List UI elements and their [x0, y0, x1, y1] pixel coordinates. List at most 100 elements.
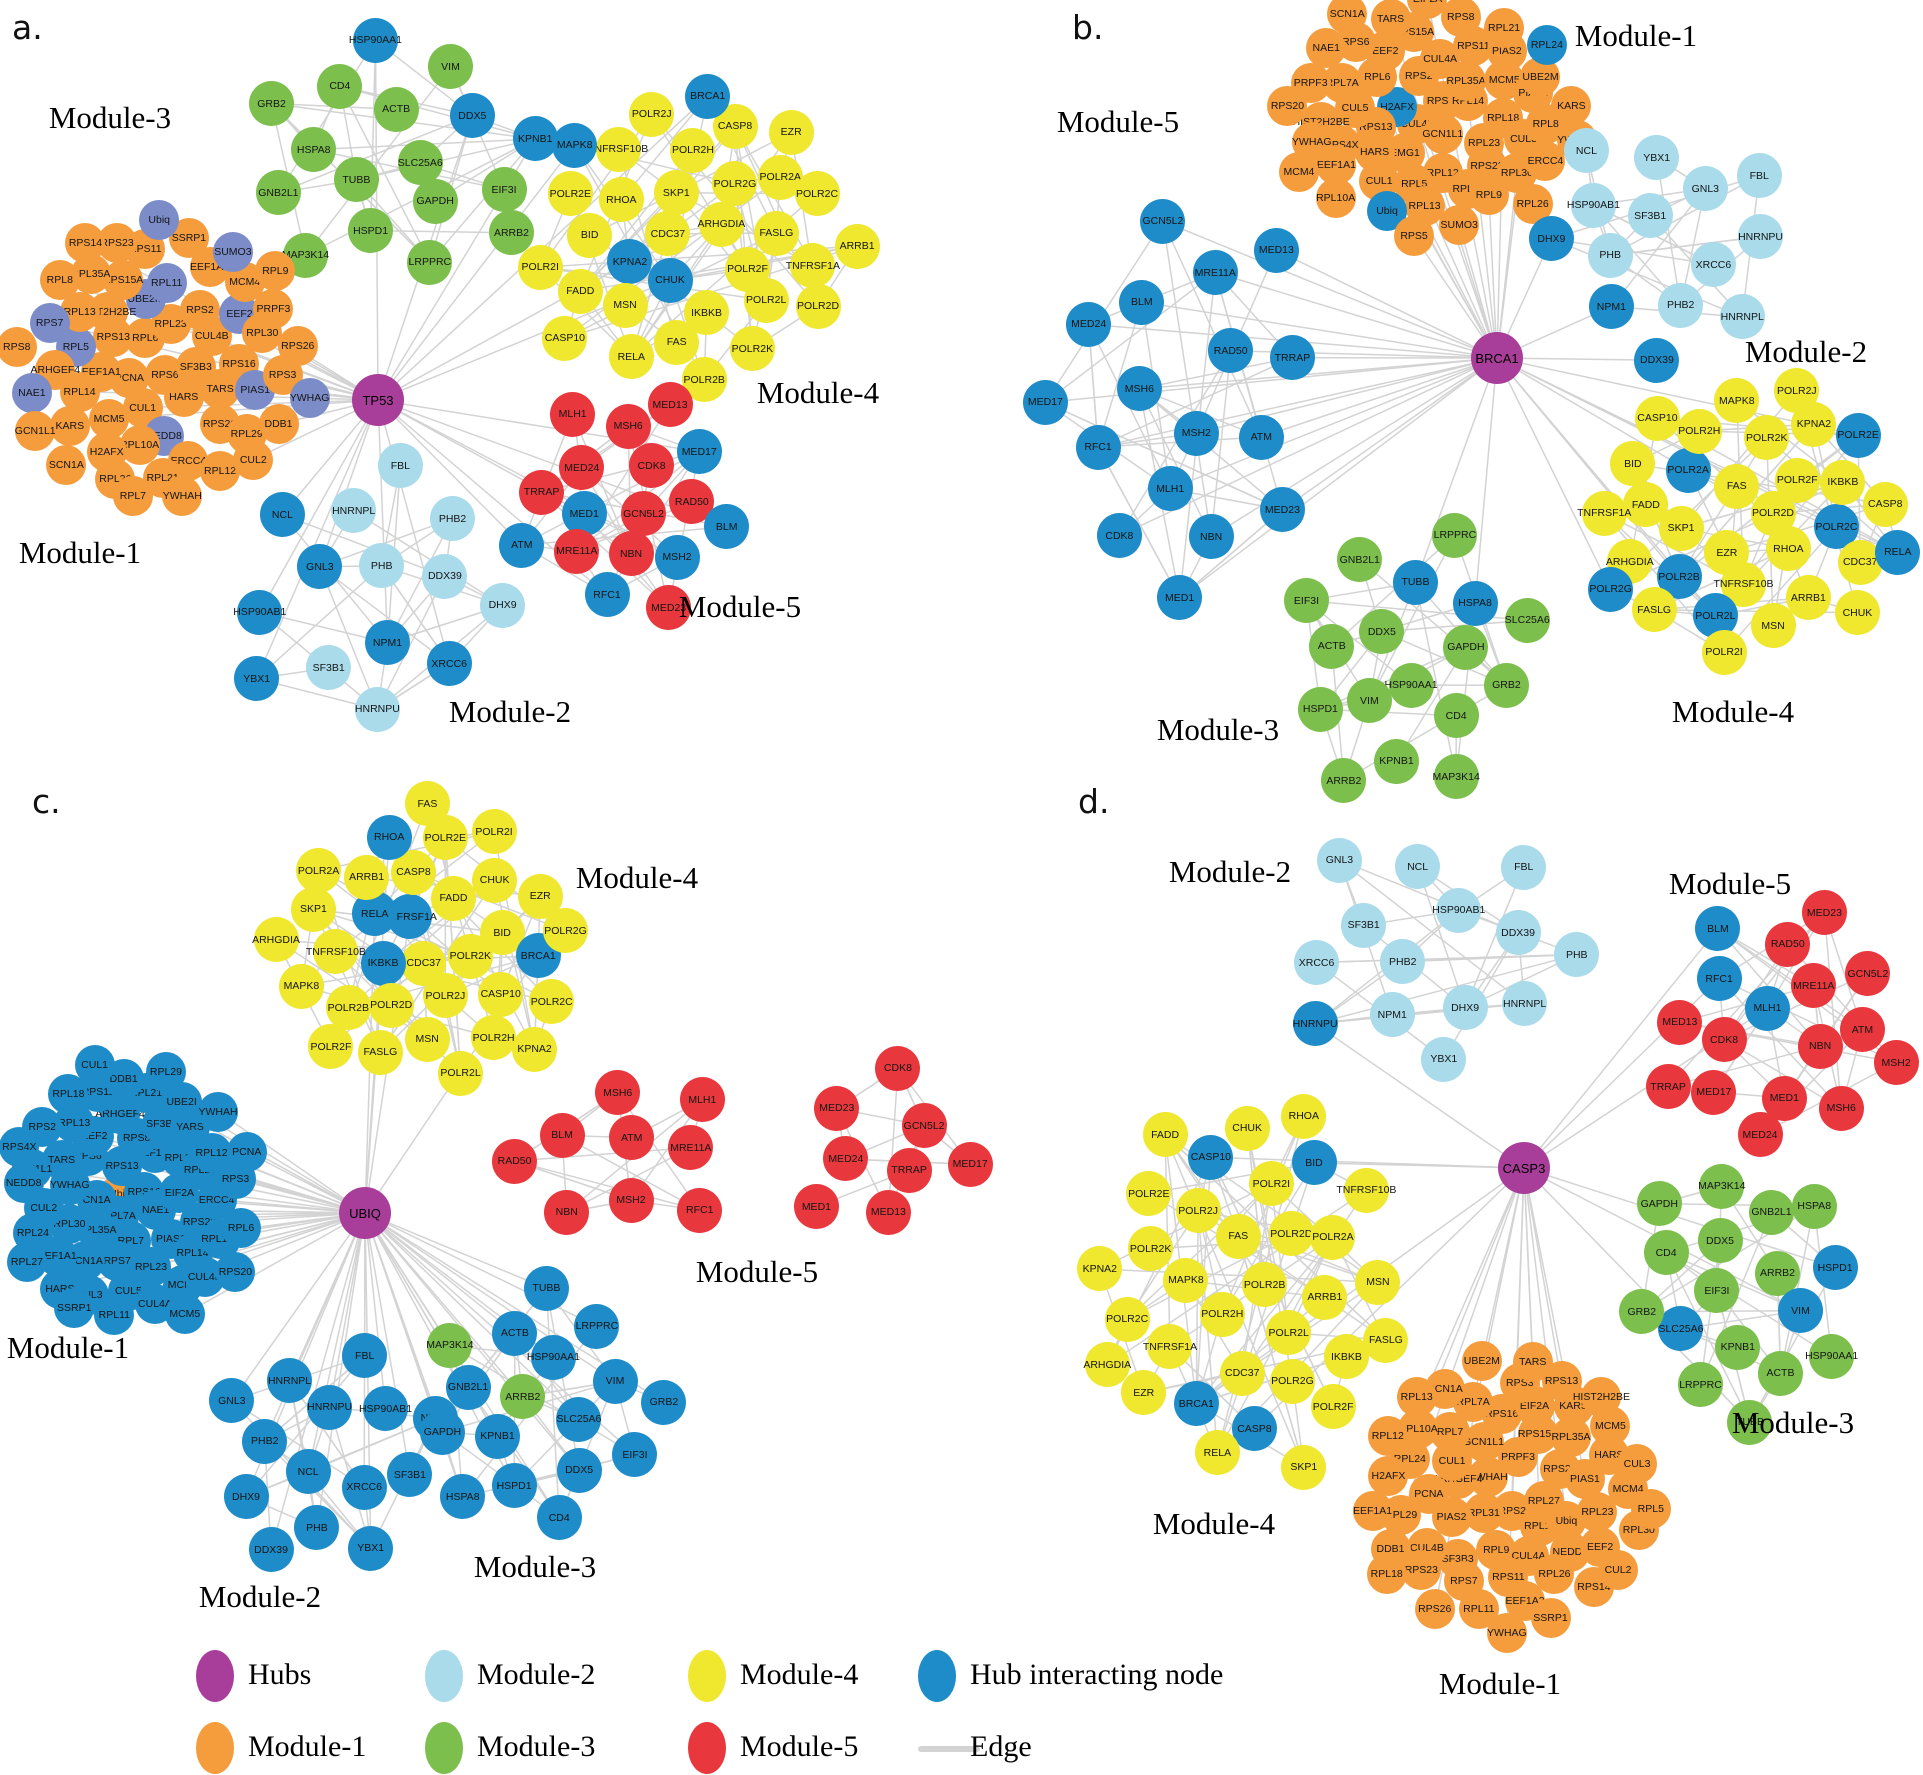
node-MAPK8[interactable]: MAPK8 — [278, 963, 324, 1009]
node-NPM1[interactable]: NPM1 — [1369, 992, 1415, 1038]
node-RELA[interactable]: RELA — [1194, 1430, 1240, 1476]
node-RHOA[interactable]: RHOA — [366, 814, 412, 860]
node-MSN[interactable]: MSN — [1750, 603, 1796, 649]
node-DDX39[interactable]: DDX39 — [248, 1527, 294, 1573]
node-DDX39[interactable]: DDX39 — [422, 553, 468, 599]
node-RPL7[interactable]: RPL7 — [112, 475, 153, 516]
node-POLR2K[interactable]: POLR2K — [729, 326, 775, 372]
node-MED13[interactable]: MED13 — [1253, 227, 1299, 273]
node-GAPDH[interactable]: GAPDH — [1443, 624, 1489, 670]
node-SKP1[interactable]: SKP1 — [290, 886, 336, 932]
node-POLR2J[interactable]: POLR2J — [422, 973, 468, 1019]
node-HNRNPL[interactable]: HNRNPL — [1719, 294, 1765, 340]
node-RPL24[interactable]: RPL24 — [1526, 25, 1567, 65]
node-KARS[interactable]: KARS — [49, 406, 90, 446]
node-RPS5[interactable]: RPS5 — [1394, 216, 1435, 257]
node-EIF3I[interactable]: EIF3I — [481, 167, 527, 213]
node-PHB[interactable]: PHB — [1587, 232, 1633, 278]
node-MED24[interactable]: MED24 — [1737, 1112, 1783, 1158]
node-YBX1[interactable]: YBX1 — [348, 1525, 394, 1571]
node-DDX39[interactable]: DDX39 — [1495, 910, 1541, 956]
node-HARS[interactable]: HARS — [163, 376, 204, 417]
node-CASP10[interactable]: CASP10 — [1188, 1134, 1234, 1180]
node-DDX39[interactable]: DDX39 — [1634, 337, 1680, 383]
node-ARHGDIA[interactable]: ARHGDIA — [1083, 1342, 1131, 1388]
node-MED17[interactable]: MED17 — [1691, 1069, 1737, 1115]
node-MCM4[interactable]: MCM4 — [1278, 151, 1319, 192]
node-MED17[interactable]: MED17 — [1022, 379, 1068, 425]
node-SKP1[interactable]: SKP1 — [653, 170, 699, 216]
node-RPL18[interactable]: RPL18 — [1366, 1554, 1407, 1595]
node-HSP90AA1[interactable]: HSP90AA1 — [527, 1334, 580, 1380]
node-KPNB1[interactable]: KPNB1 — [475, 1413, 521, 1459]
node-NBN[interactable]: NBN — [608, 531, 654, 577]
node-TNFRSF1A[interactable]: TNFRSF1A — [1577, 490, 1631, 536]
node-POLR2F[interactable]: POLR2F — [1774, 457, 1820, 503]
node-KPNB1[interactable]: KPNB1 — [1715, 1324, 1761, 1370]
node-ARHGDIA[interactable]: ARHGDIA — [252, 917, 300, 963]
node-PHB[interactable]: PHB — [1554, 932, 1600, 978]
node-MSH2[interactable]: MSH2 — [1173, 410, 1219, 456]
node-XRCC6[interactable]: XRCC6 — [426, 641, 472, 687]
node-POLR2J[interactable]: POLR2J — [1175, 1188, 1221, 1234]
node-TRRAP[interactable]: TRRAP — [1269, 335, 1315, 381]
node-MED17[interactable]: MED17 — [676, 429, 722, 475]
node-SSRP1[interactable]: SSRP1 — [1530, 1597, 1571, 1638]
node-KPNA2[interactable]: KPNA2 — [512, 1026, 558, 1072]
node-TARS[interactable]: TARS — [1370, 0, 1411, 40]
node-PHB2[interactable]: PHB2 — [430, 496, 476, 542]
node-VIM[interactable]: VIM — [1346, 678, 1392, 723]
node-CUL3[interactable]: CUL3 — [1617, 1443, 1658, 1484]
node-NAE1[interactable]: NAE1 — [11, 373, 52, 414]
node-MAP3K14[interactable]: MAP3K14 — [1433, 754, 1480, 800]
node-MLH1[interactable]: MLH1 — [550, 391, 596, 437]
node-BLM[interactable]: BLM — [539, 1112, 585, 1158]
node-CASP10[interactable]: CASP10 — [542, 315, 588, 361]
node-MSN[interactable]: MSN — [1355, 1259, 1401, 1305]
node-GNL3[interactable]: GNL3 — [1682, 166, 1728, 212]
node-DHX9[interactable]: DHX9 — [223, 1474, 269, 1520]
node-RPL5[interactable]: RPL5 — [1630, 1489, 1671, 1530]
node-FAS[interactable]: FAS — [654, 319, 700, 365]
node-YBX1[interactable]: YBX1 — [234, 656, 280, 702]
node-SUMO3[interactable]: SUMO3 — [1439, 204, 1480, 245]
node-MSN[interactable]: MSN — [404, 1016, 450, 1062]
node-RHOA[interactable]: RHOA — [1281, 1093, 1327, 1139]
node-RPL13[interactable]: RPL13 — [1396, 1376, 1437, 1417]
node-HSPA8[interactable]: HSPA8 — [291, 127, 337, 173]
node-TUBB[interactable]: TUBB — [523, 1265, 569, 1311]
node-CUL1[interactable]: CUL1 — [74, 1044, 115, 1085]
node-ARRB1[interactable]: ARRB1 — [834, 223, 880, 269]
node-HSPD1[interactable]: HSPD1 — [1812, 1245, 1858, 1291]
node-NEDD8[interactable]: NEDD8 — [3, 1163, 44, 1204]
node-CDK8[interactable]: CDK8 — [1701, 1017, 1747, 1063]
node-GRB2[interactable]: GRB2 — [641, 1379, 687, 1425]
node-SLC25A6[interactable]: SLC25A6 — [556, 1396, 602, 1442]
node-HSP90AA1[interactable]: HSP90AA1 — [1805, 1333, 1858, 1379]
node-POLR2H[interactable]: POLR2H — [1676, 408, 1722, 454]
node-FADD[interactable]: FADD — [1142, 1112, 1188, 1158]
node-IKBKB[interactable]: IKBKB — [360, 940, 406, 986]
node-DHX9[interactable]: DHX9 — [1442, 985, 1488, 1031]
node-MAP3K14[interactable]: MAP3K14 — [1698, 1163, 1745, 1209]
node-PCNA[interactable]: PCNA — [226, 1131, 267, 1172]
node-MED17[interactable]: MED17 — [947, 1141, 993, 1187]
node-CD4[interactable]: CD4 — [536, 1495, 582, 1541]
node-LRPPRC[interactable]: LRPPRC — [1432, 512, 1478, 558]
hub-TP53[interactable]: TP53 — [352, 374, 404, 426]
node-FADD[interactable]: FADD — [430, 875, 476, 921]
node-MSH6[interactable]: MSH6 — [1116, 366, 1162, 412]
node-POLR2I[interactable]: POLR2I — [471, 809, 517, 855]
node-YWHAG[interactable]: YWHAG — [1486, 1613, 1527, 1654]
node-FASLG[interactable]: FASLG — [1363, 1317, 1409, 1363]
node-HSP90AB1[interactable]: HSP90AB1 — [359, 1386, 412, 1432]
node-POLR2L[interactable]: POLR2L — [1266, 1310, 1312, 1356]
node-HSPA8[interactable]: HSPA8 — [1452, 580, 1498, 626]
node-MLH1[interactable]: MLH1 — [679, 1077, 725, 1123]
node-TUBB[interactable]: TUBB — [333, 157, 379, 203]
node-DHX9[interactable]: DHX9 — [1528, 216, 1574, 262]
node-POLR2C[interactable]: POLR2C — [1104, 1296, 1150, 1342]
node-FASLG[interactable]: FASLG — [357, 1029, 403, 1075]
node-SF3B1[interactable]: SF3B1 — [1627, 193, 1673, 238]
node-SF3B1[interactable]: SF3B1 — [1341, 902, 1387, 948]
